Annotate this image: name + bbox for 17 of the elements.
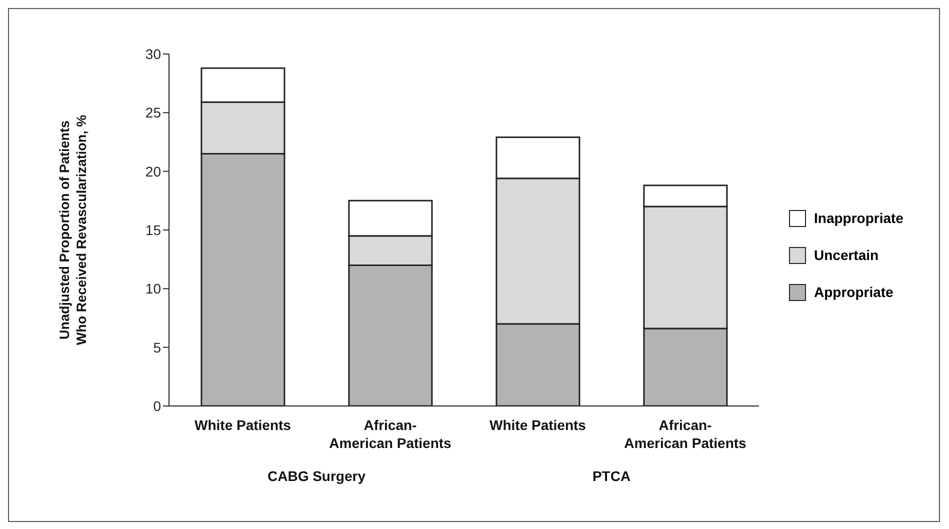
text: PTCA — [591, 468, 632, 484]
y-axis-title: Unadjusted Proportion of Patients Who Received Revascularization, % — [57, 114, 89, 346]
x-tick-label: White Patients — [194, 417, 292, 433]
y-tick-label: 10 — [145, 280, 162, 297]
y-tick-label: 30 — [145, 46, 162, 62]
text: CABG Surgery — [266, 468, 367, 484]
x-tick-label: African-American Patients — [624, 417, 747, 451]
y-tick-label: 5 — [153, 339, 162, 356]
y-tick-label: 20 — [145, 163, 162, 180]
legend-label: Inappropriate — [814, 210, 904, 226]
y-tick-label: 25 — [145, 104, 162, 121]
y-tick-label: 15 — [145, 222, 162, 238]
x-tick-label: African-American Patients — [329, 417, 452, 451]
x-tick-label: White Patients — [490, 417, 586, 433]
y-tick-label: 0 — [153, 398, 162, 414]
legend-label: Appropriate — [814, 284, 894, 300]
legend-label: Uncertain — [814, 247, 879, 263]
